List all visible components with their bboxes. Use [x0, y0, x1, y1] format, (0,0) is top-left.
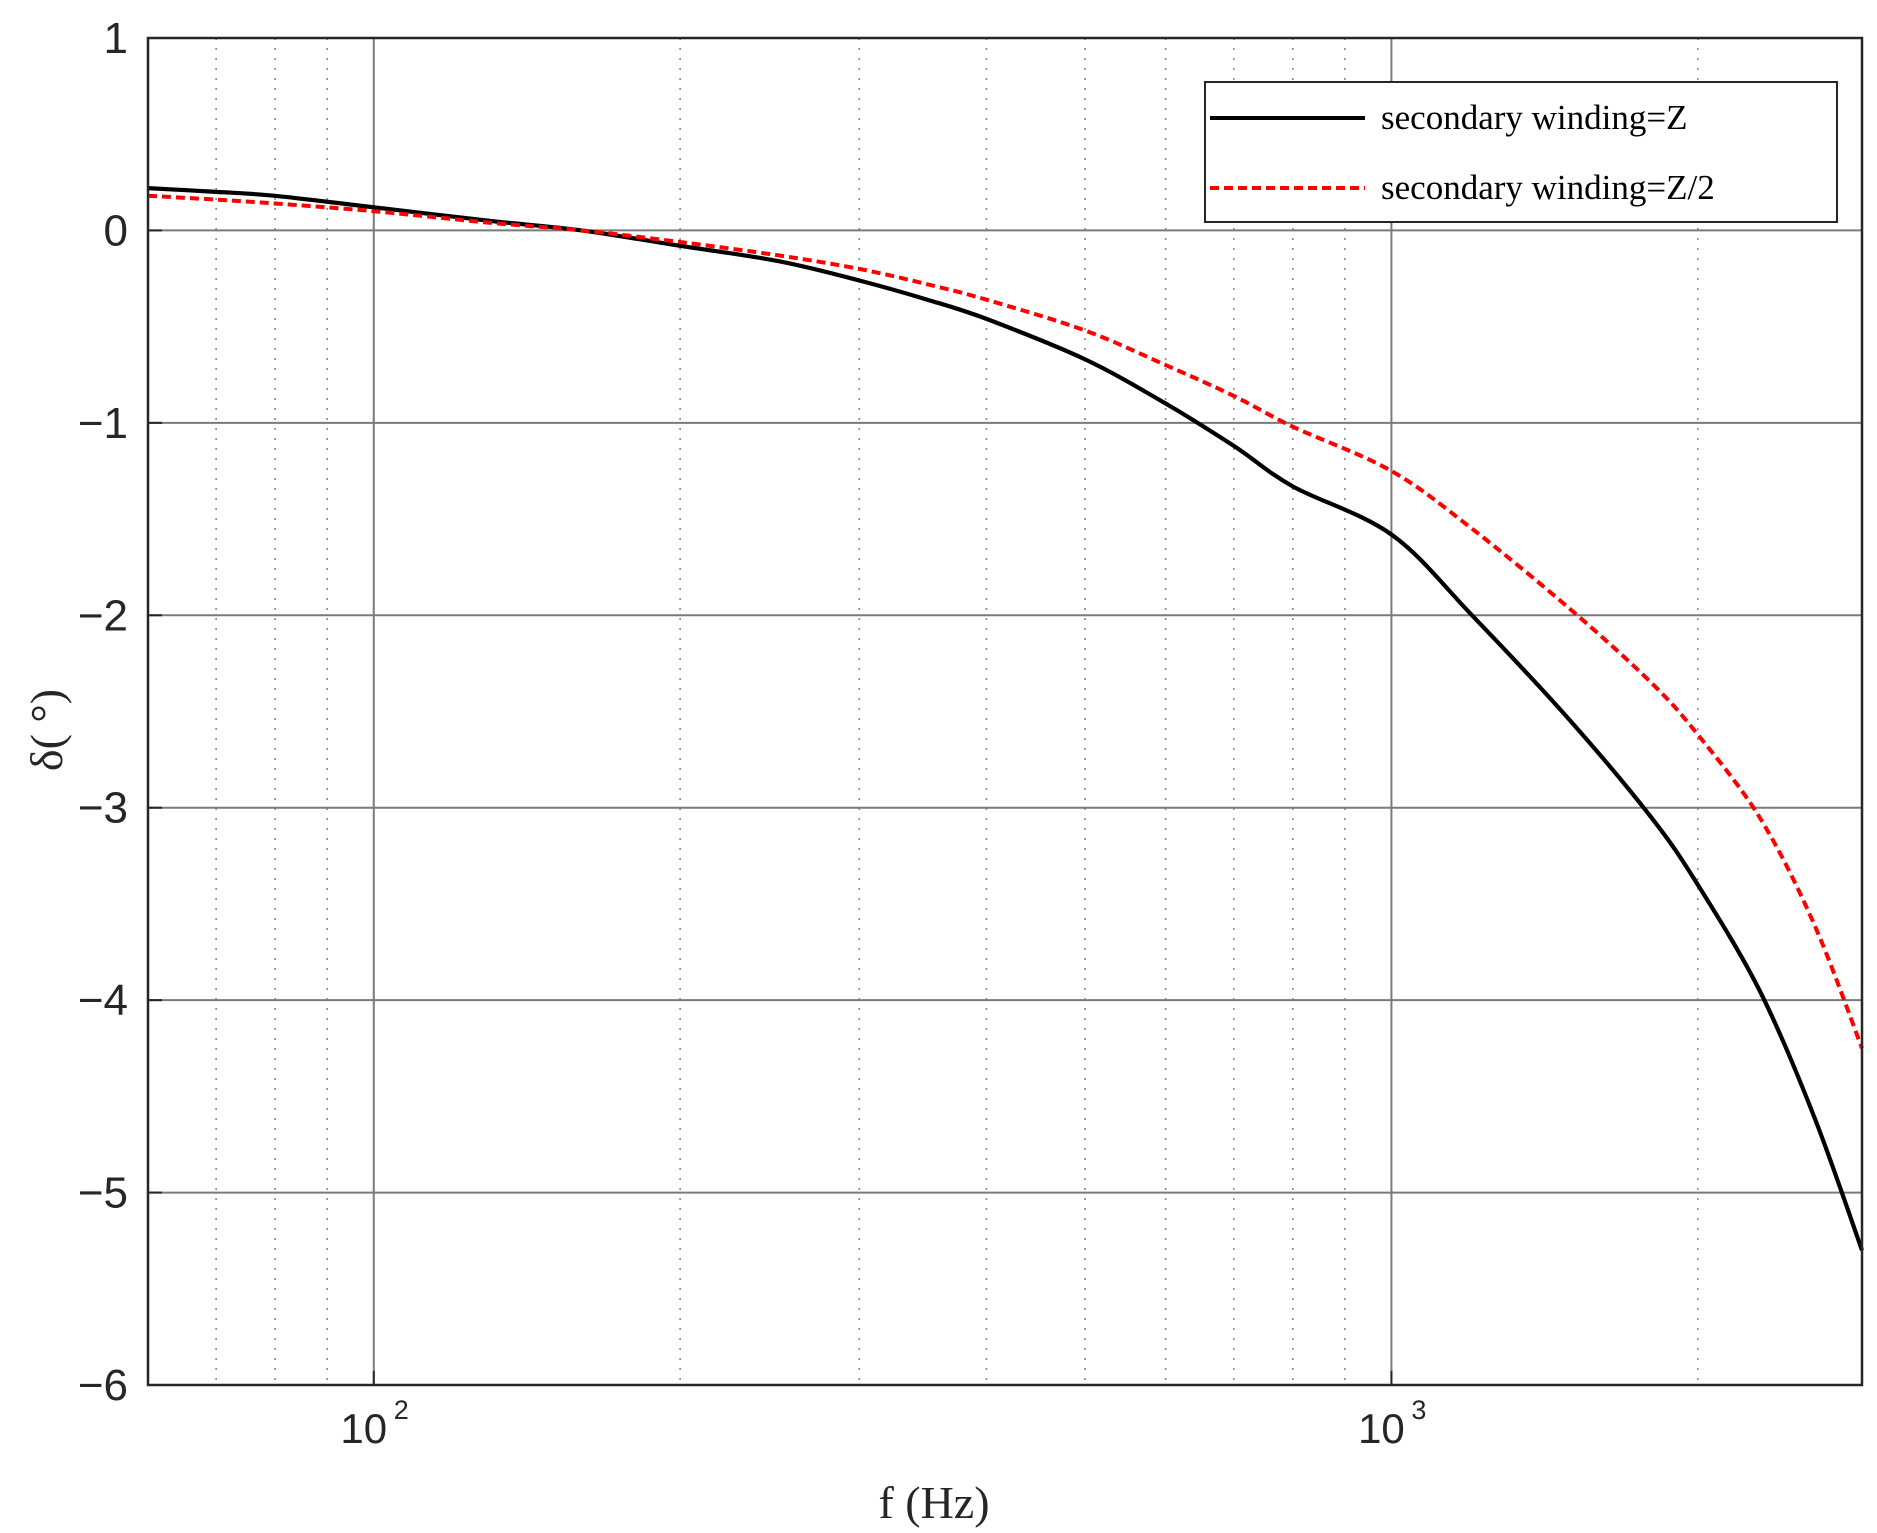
y-tick-label: −2 [78, 591, 128, 640]
x-axis-label: f (Hz) [878, 1477, 989, 1528]
legend-label-2: secondary winding=Z/2 [1381, 168, 1715, 207]
y-tick-label: −6 [78, 1361, 128, 1410]
x-tick-label-base: 10 [1358, 1405, 1405, 1452]
y-tick-label: 0 [104, 206, 128, 255]
y-axis-label: δ( °) [21, 689, 72, 771]
legend: secondary winding=Z secondary winding=Z/2 [1205, 82, 1837, 222]
y-tick-label: 1 [104, 14, 128, 63]
y-tick-label: −4 [78, 976, 128, 1025]
y-tick-label: −1 [78, 399, 128, 448]
x-tick-label-exponent: 3 [1411, 1395, 1426, 1425]
y-tick-label: −3 [78, 784, 128, 833]
y-tick-label: −5 [78, 1169, 128, 1218]
x-tick-label-base: 10 [340, 1405, 387, 1452]
legend-label-1: secondary winding=Z [1381, 98, 1687, 137]
x-tick-label-exponent: 2 [394, 1395, 409, 1425]
